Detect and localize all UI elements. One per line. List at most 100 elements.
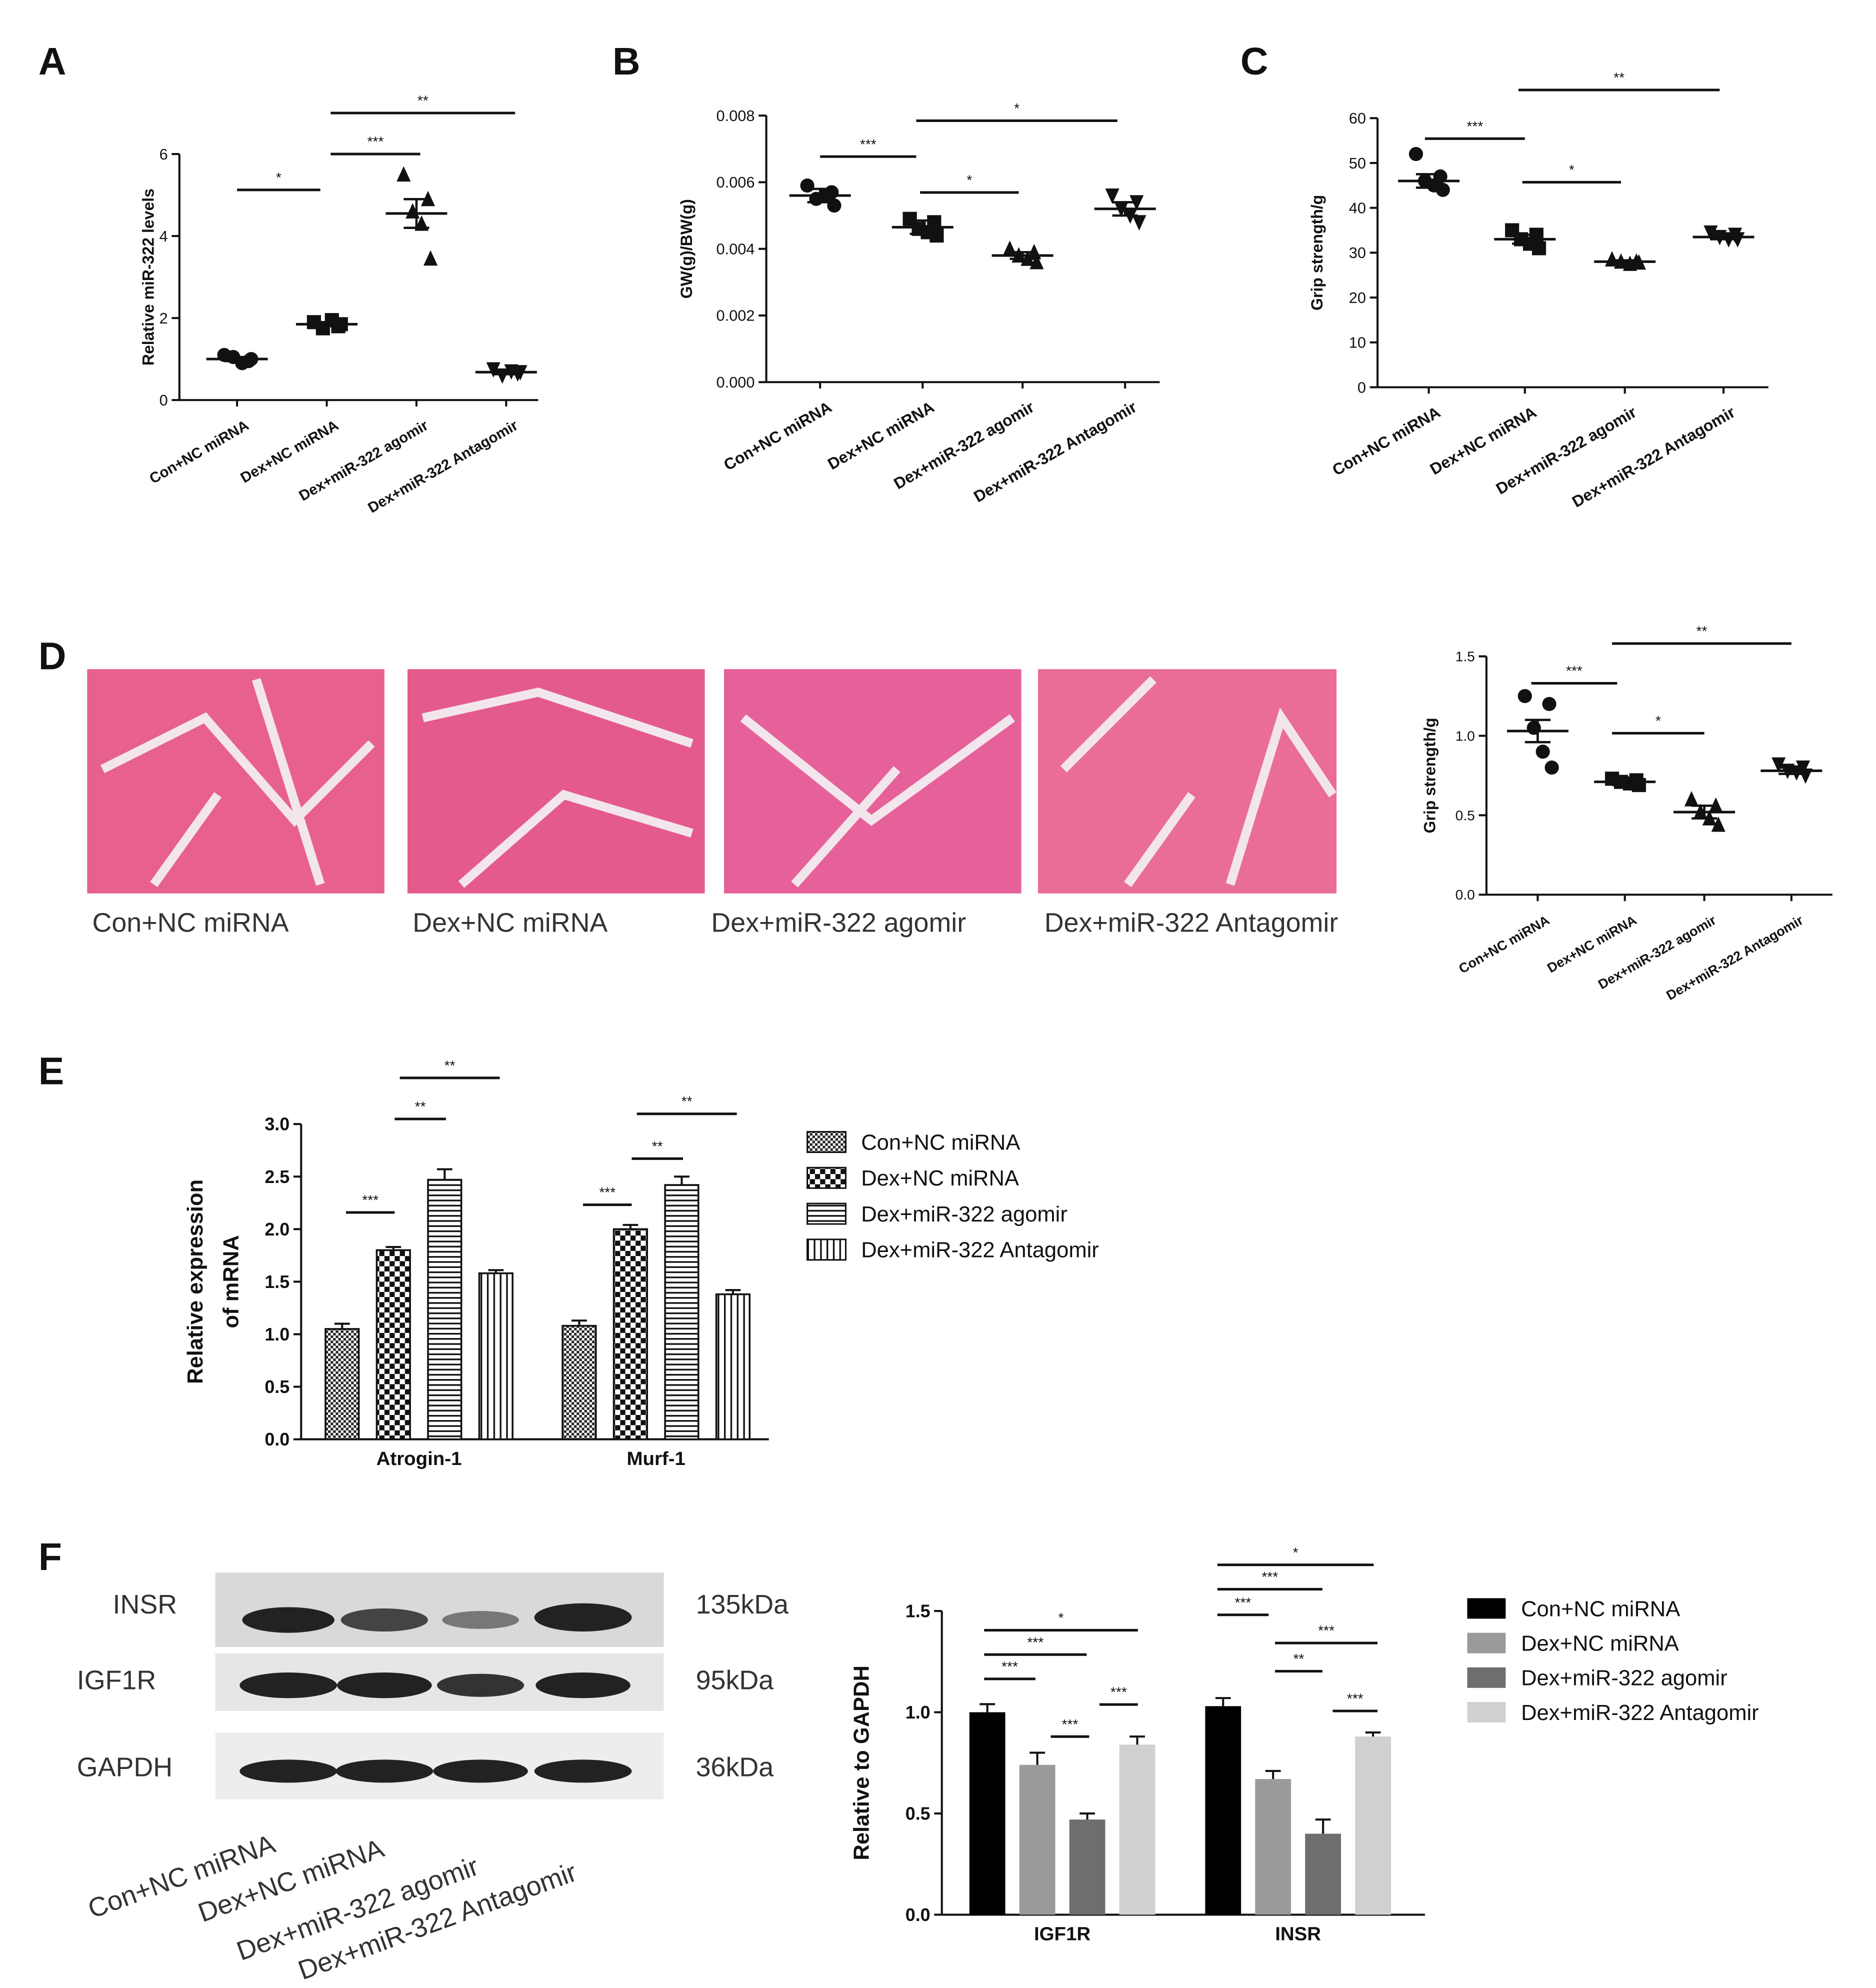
- y-axis-label: Relative to GAPDH: [850, 1666, 874, 1860]
- blot-band: [340, 1608, 428, 1632]
- significance-label: *: [1058, 1610, 1064, 1626]
- bar: [1069, 1820, 1106, 1915]
- y-tick-label: 0.5: [264, 1377, 290, 1397]
- data-point: [1030, 254, 1044, 270]
- significance-label: ***: [1566, 662, 1582, 678]
- histology-images: [87, 669, 1337, 894]
- bar: [562, 1324, 597, 1440]
- error-bar: [910, 219, 936, 236]
- data-point: [1408, 146, 1424, 162]
- y-axis-label: Grip strength/g: [1420, 718, 1438, 833]
- legend-swatch: [806, 1130, 847, 1154]
- error-bar: [436, 1168, 452, 1180]
- data-point: [1544, 760, 1559, 775]
- x-tick-label: Murf-1: [626, 1448, 685, 1470]
- bar: [1255, 1779, 1292, 1915]
- bar: [664, 1184, 700, 1440]
- histology-label: Con+NC miRNA: [92, 908, 289, 938]
- histology-image: [724, 669, 1022, 894]
- legend-swatch: [1467, 1632, 1506, 1654]
- y-tick-label: 0.0: [906, 1905, 930, 1925]
- error-bar: [1265, 1770, 1281, 1780]
- error-bar: [725, 1289, 741, 1294]
- blot-band: [536, 1672, 630, 1698]
- y-tick-label: 0.008: [716, 107, 755, 124]
- significance-label: *: [1014, 100, 1020, 116]
- error-bar: [1710, 234, 1736, 240]
- data-point: [800, 178, 814, 193]
- y-tick-label: 0.006: [716, 174, 755, 191]
- significance-label: ***: [367, 134, 384, 150]
- significance-label: ***: [1002, 1658, 1018, 1674]
- legend-label: Dex+NC miRNA: [861, 1166, 1019, 1190]
- blot-label: INSR: [113, 1590, 178, 1620]
- error-bar: [1010, 251, 1036, 260]
- error-bar: [404, 198, 430, 229]
- blot-band: [433, 1760, 528, 1783]
- legend-swatch: [1467, 1598, 1506, 1619]
- significance-label: ***: [1347, 1690, 1364, 1706]
- significance-label: **: [1696, 623, 1707, 639]
- significance-label: *: [1656, 712, 1661, 728]
- blot-band: [240, 1760, 338, 1783]
- blot-band: [442, 1611, 519, 1629]
- x-tick-label: INSR: [1275, 1924, 1321, 1945]
- significance-label: **: [418, 92, 428, 108]
- legend-label: Dex+miR-322 agomir: [1521, 1666, 1728, 1690]
- y-tick-label: 1.5: [1456, 648, 1475, 664]
- data-point: [1542, 696, 1556, 712]
- y-tick-label: 6: [160, 146, 168, 163]
- error-bar: [622, 1224, 638, 1230]
- data-point: [396, 166, 411, 182]
- x-tick-label: Con+NC miRNA: [1329, 403, 1443, 480]
- significance-label: ***: [1262, 1568, 1278, 1584]
- significance-label: ***: [362, 1192, 378, 1208]
- data-point: [1684, 791, 1699, 806]
- error-bar: [334, 1322, 350, 1329]
- western-blot: [215, 1572, 664, 1800]
- data-point: [827, 198, 842, 213]
- y-tick-label: 0.004: [716, 240, 755, 258]
- y-tick-label: 2: [160, 310, 168, 327]
- blot-band: [336, 1760, 434, 1783]
- legend-label: Dex+miR-322 Antagomir: [1521, 1701, 1759, 1725]
- histology-label: Dex+miR-322 agomir: [711, 908, 966, 938]
- y-tick-label: 1.0: [264, 1324, 290, 1344]
- error-bar: [1612, 778, 1638, 786]
- legend-swatch: [806, 1166, 847, 1189]
- significance-label: ***: [1062, 1716, 1078, 1732]
- x-tick-label: Dex+miR-322 Antagomir: [1664, 912, 1806, 1004]
- data-point: [1518, 689, 1532, 704]
- bar: [969, 1712, 1006, 1915]
- bar: [1119, 1744, 1156, 1915]
- significance-label: **: [415, 1098, 426, 1114]
- tissue-gaps: [100, 676, 1336, 888]
- significance-label: ***: [1110, 1684, 1127, 1700]
- significance-label: *: [1293, 1544, 1298, 1560]
- bar: [324, 1328, 360, 1440]
- significance-label: ***: [1318, 1622, 1334, 1638]
- x-tick-label: Dex+miR-322 Antagomir: [1569, 403, 1738, 511]
- blot-band: [337, 1672, 432, 1698]
- data-point: [1711, 816, 1726, 832]
- y-tick-label: 0: [1358, 378, 1366, 396]
- histology-image: [1038, 669, 1337, 894]
- bar: [1355, 1736, 1391, 1915]
- data-point: [1132, 215, 1146, 231]
- y-tick-label: 0: [160, 392, 168, 409]
- histology-label: Dex+miR-322 Antagomir: [1044, 908, 1338, 938]
- error-bar: [1416, 173, 1442, 189]
- y-tick-label: 0.002: [716, 307, 755, 324]
- bar: [612, 1228, 648, 1440]
- x-tick-label: Dex+miR-322 Antagomir: [365, 417, 521, 516]
- data-point: [1536, 744, 1550, 759]
- significance-label: **: [1293, 1650, 1304, 1666]
- error-bar: [1030, 1752, 1045, 1765]
- bar: [427, 1178, 462, 1440]
- data-point: [1772, 757, 1786, 773]
- bar: [1305, 1834, 1342, 1915]
- significance-label: *: [966, 172, 972, 188]
- histology-label: Dex+NC miRNA: [412, 908, 608, 938]
